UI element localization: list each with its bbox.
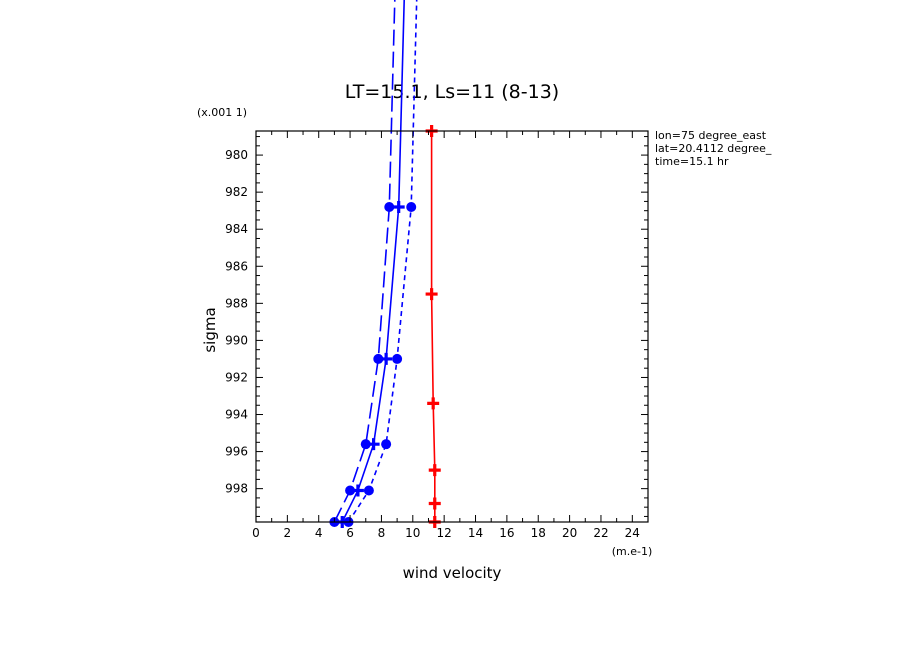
series-point-3 <box>425 288 438 301</box>
series-point-2 <box>392 353 403 364</box>
y-tick-label: 986 <box>225 259 248 273</box>
series-point-0 <box>373 353 384 364</box>
series-line-1 <box>341 0 405 523</box>
y-tick-label: 992 <box>225 370 248 384</box>
y-tick-label: 990 <box>225 333 248 347</box>
series-point-1 <box>380 352 393 365</box>
y-unit-label: (x.001 1) <box>197 106 247 119</box>
x-tick-label: 14 <box>468 526 483 540</box>
data-layer <box>329 0 441 528</box>
series-point-2 <box>406 201 417 212</box>
series-point-2 <box>381 439 392 450</box>
x-unit-label: (m.e-1) <box>612 545 653 558</box>
plot-frame <box>255 130 649 523</box>
series-line-3 <box>430 131 436 522</box>
x-tick-label: 20 <box>562 526 577 540</box>
series-line-0 <box>333 0 396 523</box>
annotation-lat: lat=20.4112 degree_ <box>655 142 772 155</box>
series-point-3 <box>428 497 441 510</box>
x-tick-label: 12 <box>437 526 452 540</box>
series-point-1 <box>351 484 364 497</box>
annotation-lon: lon=75 degree_east <box>655 129 767 142</box>
chart-title: LT=15.1, Ls=11 (8-13) <box>345 81 559 103</box>
series-line-2 <box>347 0 418 523</box>
x-tick-label: 18 <box>531 526 546 540</box>
y-tick-label: 982 <box>225 185 248 199</box>
series-point-0 <box>345 485 356 496</box>
annotation-time: time=15.1 hr <box>655 155 729 168</box>
y-tick-label: 980 <box>225 148 248 162</box>
x-tick-label: 22 <box>593 526 608 540</box>
axes-layer: 0 2 4 6 8 10 12 14 16 18 20 22 249809829849869889909… <box>225 130 649 540</box>
y-tick-label: 984 <box>225 222 248 236</box>
y-tick-label: 996 <box>225 445 248 459</box>
series-point-1 <box>392 200 405 213</box>
x-axis-title: wind velocity <box>403 564 502 582</box>
x-tick-label: 4 <box>315 526 323 540</box>
y-axis-title: sigma <box>201 307 219 352</box>
series-point-3 <box>428 464 441 477</box>
x-tick-label: 2 <box>284 526 292 540</box>
series-point-0 <box>384 201 395 212</box>
x-tick-label: 24 <box>625 526 640 540</box>
x-tick-label: 6 <box>346 526 354 540</box>
series-point-2 <box>363 485 374 496</box>
series-point-3 <box>427 397 440 410</box>
x-tick-label: 16 <box>499 526 514 540</box>
x-tick-label: 0 <box>252 526 260 540</box>
y-tick-label: 988 <box>225 296 248 310</box>
x-tick-label: 8 <box>378 526 386 540</box>
series-point-1 <box>367 438 380 451</box>
y-tick-label: 994 <box>225 408 248 422</box>
x-tick-label: 10 <box>405 526 420 540</box>
y-tick-label: 998 <box>225 482 248 496</box>
series-point-0 <box>360 439 371 450</box>
